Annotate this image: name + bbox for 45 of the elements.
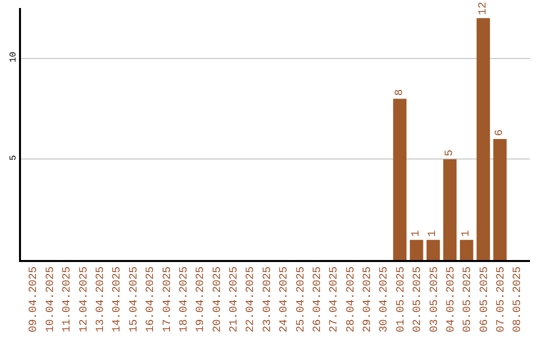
x-tick-label: 03.05.2025 — [428, 266, 441, 332]
bar — [460, 240, 474, 260]
x-tick-label: 19.04.2025 — [195, 266, 208, 332]
data-label: 12 — [477, 2, 490, 16]
data-label: 1 — [427, 230, 440, 237]
bar — [493, 139, 507, 260]
x-tick-label: 17.04.2025 — [162, 266, 174, 332]
x-tick-label: 02.05.2025 — [412, 266, 424, 332]
x-tick-label: 18.04.2025 — [178, 266, 190, 332]
x-tick-label: 07.05.2025 — [496, 266, 508, 332]
data-label: 5 — [444, 150, 456, 156]
x-tick-label: 30.04.2025 — [378, 266, 391, 332]
x-tick-label: 11.04.2025 — [62, 266, 74, 332]
bar — [426, 240, 440, 260]
data-label: 8 — [394, 89, 406, 96]
data-label: 1 — [460, 230, 473, 237]
x-tick-label: 20.04.2025 — [212, 266, 224, 332]
x-tick-label: 04.05.2025 — [445, 266, 458, 332]
data-label: 1 — [410, 230, 423, 237]
x-tick-label: 26.04.2025 — [312, 266, 324, 332]
x-tick-label: 24.04.2025 — [278, 266, 291, 332]
bar — [476, 18, 490, 260]
x-tick-label: 29.04.2025 — [362, 266, 374, 332]
x-tick-label: 13.04.2025 — [95, 266, 108, 332]
y-tick-label: 10 — [8, 52, 18, 62]
bar — [393, 98, 406, 260]
x-tick-label: 09.04.2025 — [28, 266, 40, 332]
data-label: 6 — [494, 129, 506, 136]
x-tick-label: 16.04.2025 — [145, 266, 158, 332]
x-tick-label: 06.05.2025 — [478, 266, 491, 332]
x-tick-label: 22.04.2025 — [245, 266, 258, 332]
x-tick-label: 27.04.2025 — [328, 266, 341, 332]
x-tick-label: 10.04.2025 — [44, 266, 57, 332]
x-tick-label: 23.04.2025 — [262, 266, 274, 332]
x-tick-label: 28.04.2025 — [345, 266, 358, 332]
x-tick-label: 15.04.2025 — [128, 266, 140, 332]
x-tick-label: 01.05.2025 — [395, 266, 408, 332]
bar — [443, 159, 457, 260]
x-tick-label: 25.04.2025 — [295, 266, 308, 332]
x-tick-label: 08.05.2025 — [512, 266, 524, 332]
x-tick-label: 21.04.2025 — [228, 266, 241, 332]
x-tick-label: 05.05.2025 — [462, 266, 474, 332]
x-tick-label: 14.04.2025 — [112, 266, 124, 332]
x-tick-label: 12.04.2025 — [78, 266, 90, 332]
bar — [410, 240, 424, 260]
